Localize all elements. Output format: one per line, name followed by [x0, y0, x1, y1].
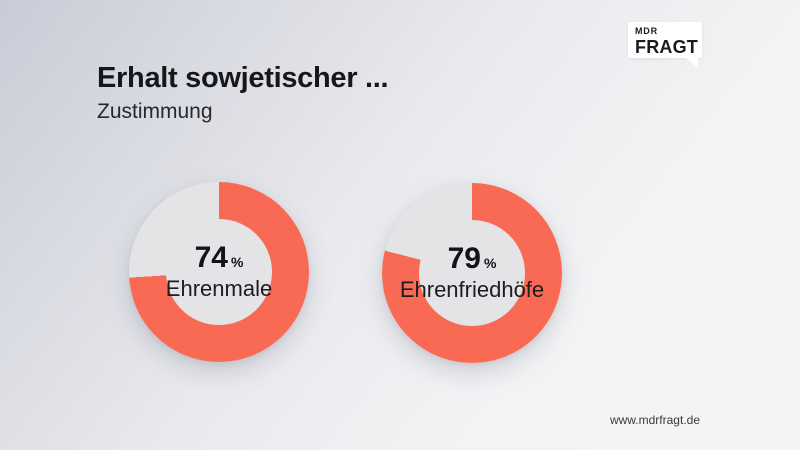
donut-hole	[166, 219, 272, 325]
logo-text-fragt: FRAGT	[635, 37, 698, 57]
logo-speech-bubble: MDR FRAGT	[628, 22, 702, 58]
donut-center-text: 74% Ehrenmale	[104, 240, 334, 301]
donut-value: 79%	[357, 241, 587, 275]
donut-value: 74%	[104, 240, 334, 274]
speech-bubble-tail	[686, 58, 698, 68]
donut-label: Ehrenfriedhöfe	[399, 276, 545, 302]
percent-sign: %	[483, 254, 497, 271]
donut-chart-ehrenfriedhoefe: 79% Ehrenfriedhöfe	[382, 183, 562, 363]
page-title: Erhalt sowjetischer ...	[97, 62, 389, 94]
donut-hole	[419, 220, 525, 326]
donut-value-number: 74	[194, 240, 228, 274]
donut-center-text: 79% Ehrenfriedhöfe	[357, 241, 587, 302]
donut-value-number: 79	[447, 241, 481, 275]
donut-chart-ehrenmale: 74% Ehrenmale	[129, 182, 309, 362]
mdr-fragt-logo: MDR FRAGT	[628, 22, 702, 68]
logo-text-mdr: MDR	[635, 26, 658, 36]
page-subtitle: Zustimmung	[97, 100, 213, 123]
donut-label: Ehrenmale	[165, 275, 273, 301]
percent-sign: %	[230, 253, 244, 270]
footer-url: www.mdrfragt.de	[609, 413, 700, 427]
